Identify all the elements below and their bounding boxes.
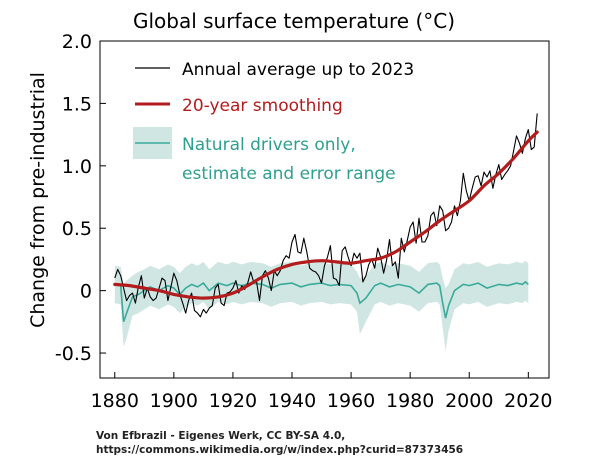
y-tick-label: 0 (80, 281, 92, 303)
legend-natural-label-line2: estimate and error range (182, 164, 396, 184)
legend-natural-label-line1: Natural drivers only, (182, 135, 356, 155)
smoothed-series-line (113, 130, 539, 300)
y-tick-label: 0.5 (62, 218, 92, 240)
x-tick-label: 2020 (504, 390, 552, 412)
legend: Annual average up to 2023 20-year smooth… (133, 60, 414, 184)
legend-smoothed-label: 20-year smoothing (182, 96, 343, 116)
x-tick-label: 1960 (327, 390, 375, 412)
y-tick-label: 1.5 (62, 93, 92, 115)
x-tick-label: 1920 (209, 390, 257, 412)
y-tick-label: 2.0 (62, 31, 92, 53)
attribution-line-2: https://commons.wikimedia.org/w/index.ph… (96, 444, 464, 456)
x-tick-label: 1900 (150, 390, 198, 412)
y-tick-label: 1.0 (62, 156, 92, 178)
natural-drivers-error-band (114, 260, 529, 351)
legend-annual-label: Annual average up to 2023 (182, 60, 414, 80)
x-tick-label: 2000 (445, 390, 493, 412)
y-axis-label: Change from pre-industrial (27, 72, 49, 328)
chart-title: Global surface temperature (°C) (133, 9, 455, 33)
plot-area (99, 40, 550, 379)
x-tick-label: 1880 (91, 390, 139, 412)
x-tick-label: 1980 (386, 390, 434, 412)
plot-frame (99, 40, 550, 379)
attribution-line-1: Von Efbrazil - Eigenes Werk, CC BY-SA 4.… (96, 430, 346, 442)
temperature-chart: Global surface temperature (°C) Change f… (27, 9, 553, 412)
x-tick-label: 1940 (268, 390, 316, 412)
y-tick-label: -0.5 (55, 343, 92, 365)
axis-ticks: 2.0 1.5 1.0 0.5 0 -0.5 1880 1900 1920 1940 1960 198… (55, 31, 553, 412)
